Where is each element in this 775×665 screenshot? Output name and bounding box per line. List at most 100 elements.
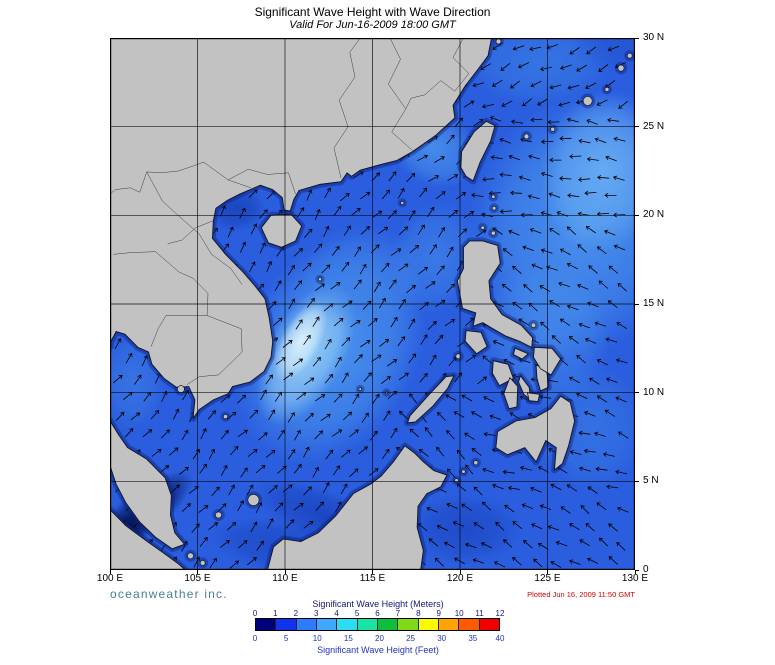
map-border bbox=[110, 38, 635, 570]
y-axis-tick bbox=[635, 214, 639, 216]
feet-tick-label: 5 bbox=[283, 634, 289, 643]
legend-title-meters: Significant Wave Height (Meters) bbox=[312, 599, 444, 609]
colorbar-cell bbox=[276, 619, 297, 630]
landmass-palawan bbox=[406, 375, 455, 424]
feet-tick-label: 15 bbox=[343, 634, 353, 643]
colorbar-cell bbox=[377, 619, 399, 630]
x-axis-label: 115 E bbox=[359, 573, 386, 584]
islet bbox=[582, 96, 593, 106]
landmass-bohol bbox=[526, 392, 541, 402]
islet bbox=[473, 460, 479, 466]
grid-layer bbox=[110, 38, 635, 570]
x-axis-label: 100 E bbox=[96, 573, 124, 584]
islet bbox=[480, 225, 485, 230]
colorbar-cell bbox=[337, 619, 358, 630]
x-axis-label: 130 E bbox=[621, 573, 649, 584]
y-axis-tick bbox=[635, 480, 639, 482]
landmass-taiwan bbox=[460, 120, 496, 182]
islet bbox=[617, 64, 625, 72]
islet bbox=[495, 38, 502, 45]
x-axis-label: 110 E bbox=[272, 573, 298, 584]
chart-title: Significant Wave Height with Wave Direct… bbox=[254, 5, 491, 19]
land-layer bbox=[110, 38, 635, 570]
y-axis-tick bbox=[635, 37, 639, 39]
landmass-masbate bbox=[512, 347, 530, 360]
y-axis-tick bbox=[635, 392, 639, 394]
islet bbox=[461, 469, 466, 474]
y-axis-label: 10 N bbox=[643, 386, 665, 398]
islet bbox=[199, 560, 206, 566]
meters-tick-label: 0 bbox=[252, 609, 258, 618]
meters-tick-label: 2 bbox=[293, 609, 299, 618]
islet bbox=[318, 277, 322, 282]
meters-tick-label: 5 bbox=[354, 609, 360, 618]
colorbar-cell bbox=[479, 619, 499, 630]
landmass-negros bbox=[503, 376, 519, 410]
landmass-malay-peninsula bbox=[110, 420, 186, 550]
islet bbox=[550, 126, 556, 132]
plotted-timestamp: Plotted Jun 16, 2009 11:50 GMT bbox=[527, 590, 635, 599]
colorbar-cell bbox=[438, 619, 460, 630]
chart-subtitle: Valid For Jun-16-2009 18:00 GMT bbox=[289, 19, 456, 31]
meters-tick-label: 11 bbox=[475, 609, 484, 618]
meters-tick-label: 9 bbox=[436, 609, 441, 618]
colorbar-cell bbox=[418, 619, 439, 630]
landmass-sumatra bbox=[110, 509, 186, 570]
x-axis-tick bbox=[372, 570, 373, 574]
landmass-mindoro bbox=[464, 330, 488, 355]
y-axis-label: 25 N bbox=[643, 120, 665, 132]
islet bbox=[455, 353, 462, 360]
colorbar-cell bbox=[316, 619, 338, 630]
islet bbox=[400, 200, 405, 205]
feet-tick-label: 35 bbox=[468, 634, 478, 643]
colorbar-cell bbox=[459, 619, 480, 630]
x-axis-tick bbox=[109, 570, 111, 574]
x-axis-tick bbox=[459, 570, 461, 574]
colorbar-cell bbox=[357, 619, 378, 630]
meters-tick-label: 12 bbox=[495, 609, 505, 618]
colorbar-cell bbox=[398, 619, 419, 630]
feet-tick-label: 20 bbox=[375, 634, 384, 643]
feet-tick-label: 10 bbox=[312, 634, 322, 643]
feet-tick-label: 40 bbox=[495, 634, 505, 643]
meters-tick-label: 4 bbox=[334, 609, 339, 618]
landmass-panay bbox=[491, 360, 514, 387]
islet bbox=[223, 414, 228, 419]
map-plot bbox=[110, 38, 635, 570]
islet bbox=[491, 206, 497, 211]
meters-tick-label: 1 bbox=[273, 609, 278, 618]
colorbar-cell bbox=[256, 619, 277, 630]
feet-tick-label: 0 bbox=[252, 634, 258, 643]
meters-tick-label: 7 bbox=[395, 609, 401, 618]
x-axis-label: 120 E bbox=[446, 573, 474, 584]
y-axis-label: 0 bbox=[643, 564, 649, 575]
y-axis-tick bbox=[635, 126, 639, 128]
x-axis-tick bbox=[634, 570, 636, 574]
brand-oceanweather: oceanweather inc. bbox=[110, 587, 228, 601]
islet bbox=[530, 322, 537, 328]
meters-tick-label: 3 bbox=[314, 609, 319, 618]
islet bbox=[177, 385, 185, 393]
y-axis-label: 5 N bbox=[643, 475, 659, 487]
islet bbox=[247, 494, 260, 506]
landmass-samar bbox=[533, 346, 562, 376]
landmass-asia-mainland bbox=[110, 38, 492, 419]
x-axis-label: 105 E bbox=[184, 573, 211, 584]
y-axis-label: 15 N bbox=[643, 298, 665, 309]
x-axis-tick bbox=[197, 570, 198, 574]
legend-title-feet: Significant Wave Height (Feet) bbox=[317, 645, 439, 655]
islet bbox=[523, 133, 530, 140]
x-axis-tick bbox=[547, 570, 548, 574]
y-axis-label: 30 N bbox=[643, 32, 665, 43]
colorbar bbox=[255, 618, 500, 631]
x-axis-label: 125 E bbox=[534, 573, 561, 584]
islet bbox=[491, 194, 496, 199]
feet-tick-label: 25 bbox=[406, 634, 416, 643]
y-axis-tick bbox=[635, 303, 639, 305]
meters-tick-label: 8 bbox=[416, 609, 421, 618]
islet bbox=[490, 230, 496, 236]
islet bbox=[215, 511, 222, 519]
meters-tick-label: 6 bbox=[375, 609, 380, 618]
landmass-luzon bbox=[456, 240, 534, 349]
